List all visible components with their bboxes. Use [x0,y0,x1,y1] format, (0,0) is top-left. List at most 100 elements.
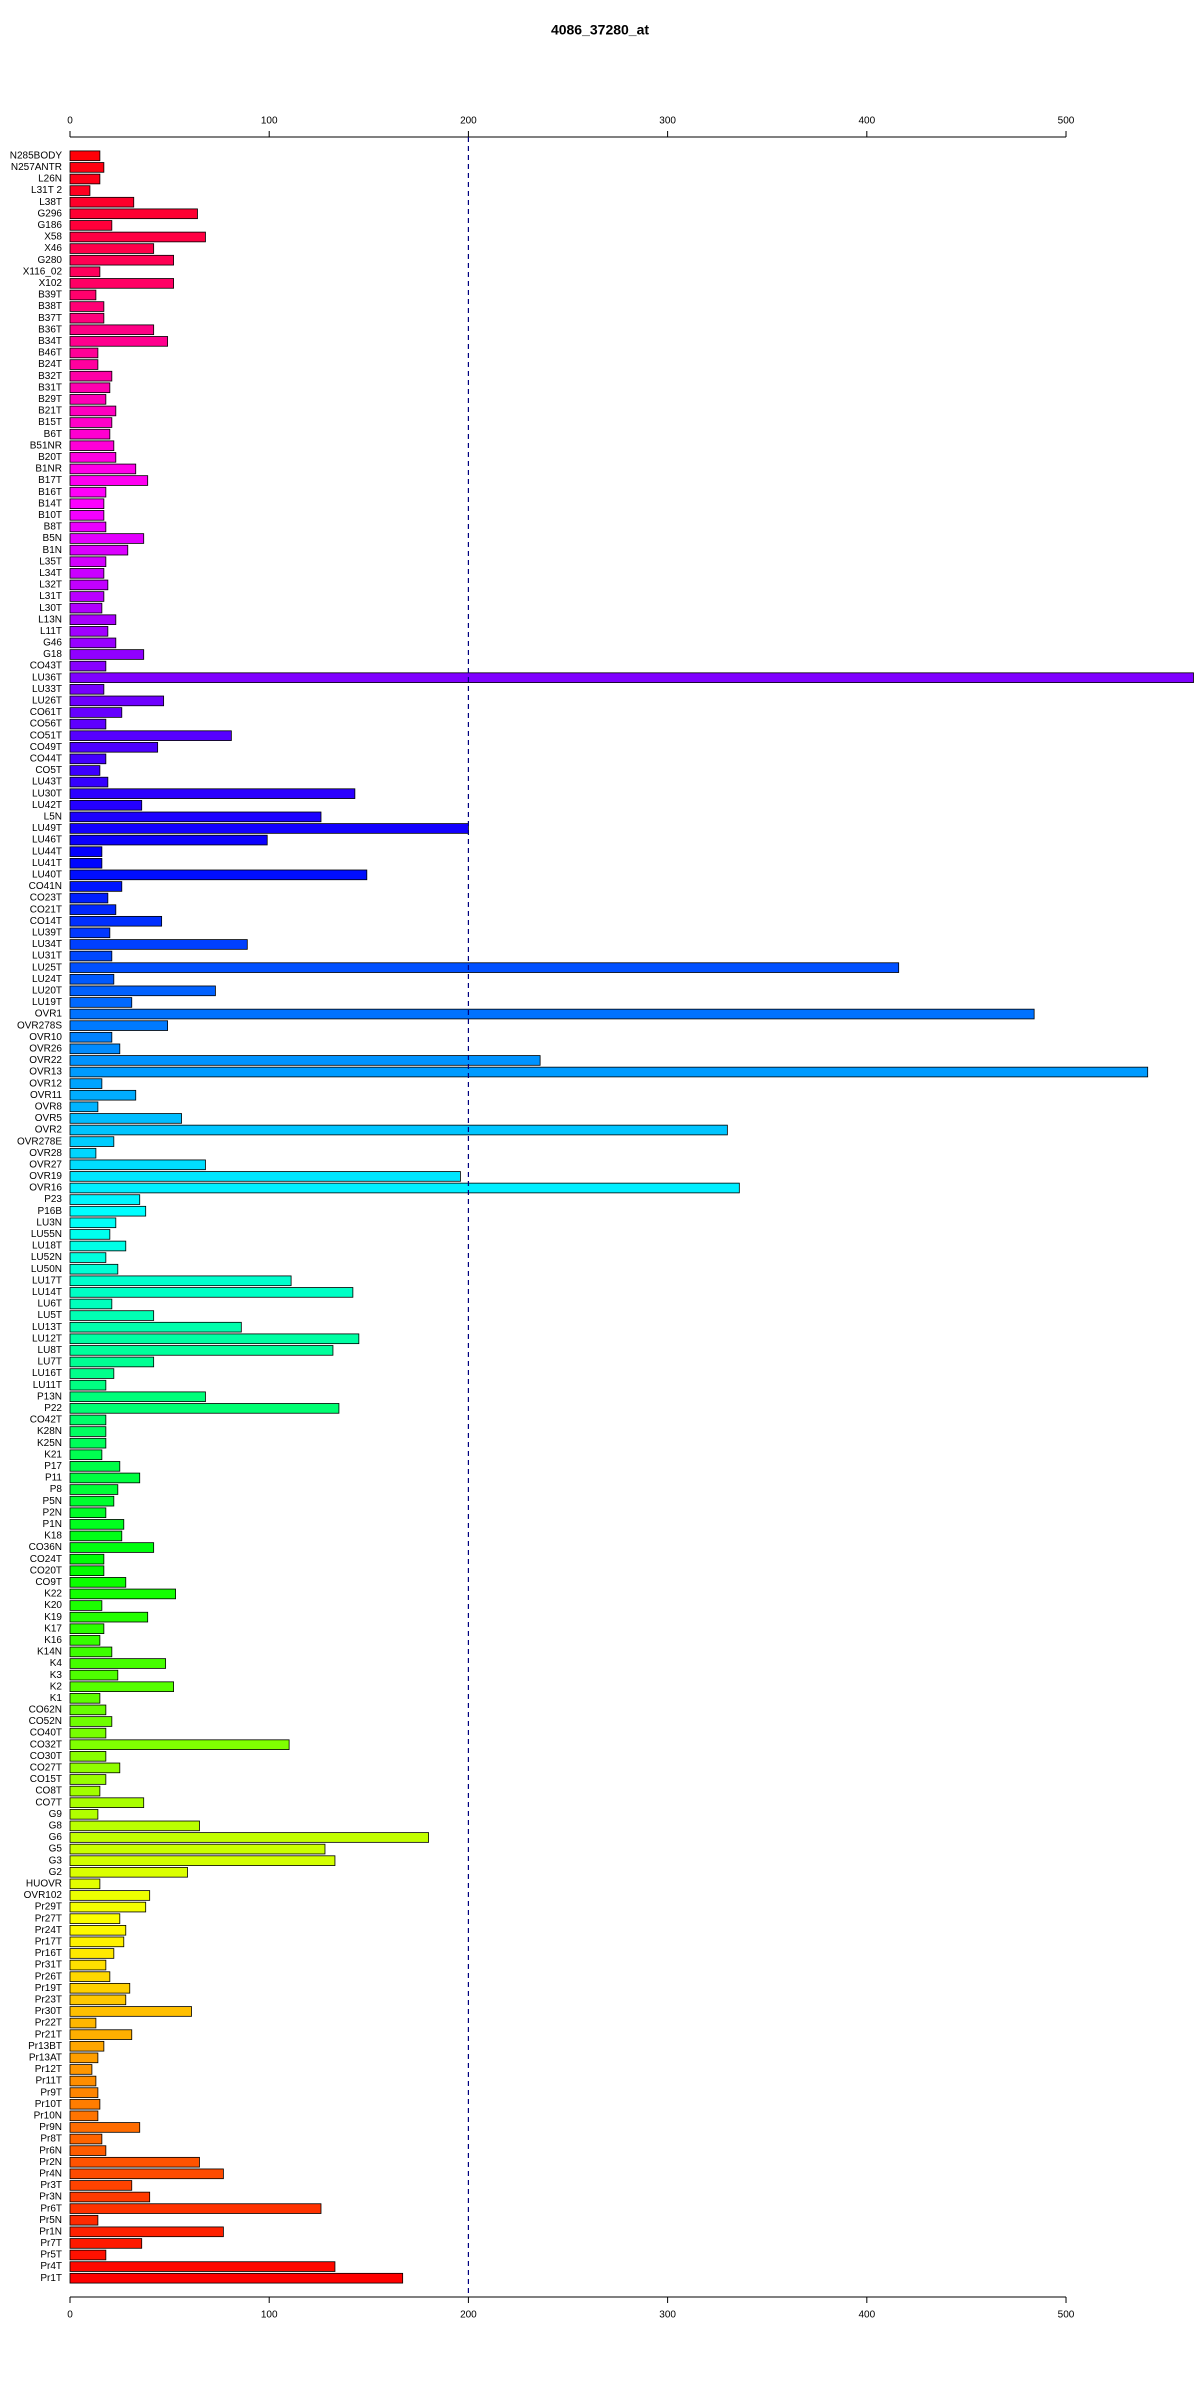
bar [69,602,103,614]
x-tick-label: 100 [261,2310,278,2321]
bar [69,1124,728,1136]
y-tick-label: K14N [37,1647,62,1658]
bar [69,1611,149,1623]
y-tick-label: Pr31T [35,1960,62,1971]
bar [69,823,469,834]
y-tick-label: B32T [38,371,62,382]
y-tick-label: LU26T [32,696,62,707]
y-tick-label: L26N [38,174,62,185]
y-tick-label: LU16T [32,1368,62,1379]
y-tick-label: B46T [38,348,62,359]
bar [69,1867,188,1878]
bar [69,892,109,904]
y-tick-label: B21T [38,406,62,417]
bar [69,1832,429,1843]
y-tick-label: HUOVR [26,1879,62,1890]
y-tick-label: Pr5N [39,2215,62,2226]
bar [69,2006,192,2017]
bar [69,1205,147,1217]
y-tick-label: B51NR [30,440,62,451]
y-tick-label: OVR13 [29,1067,62,1078]
y-tick-label: LU34T [32,939,62,950]
bar [69,510,105,521]
y-tick-label: G6 [49,1832,63,1843]
bar [69,1008,1035,1020]
y-tick-label: Pr16T [35,1948,62,1959]
y-tick-label: OVR28 [29,1148,62,1159]
bar [69,800,143,811]
bar [69,1669,119,1681]
y-tick-label: LU12T [32,1333,62,1344]
y-tick-label: LU17T [32,1275,62,1286]
x-tick-label: 500 [1058,116,1075,127]
bar [69,1994,127,2006]
bar [69,614,117,625]
y-tick-label: OVR1 [35,1009,63,1020]
y-tick-label: Pr10N [34,2110,62,2121]
bar [69,811,322,823]
y-tick-label: B39T [38,290,62,301]
y-tick-label: K25N [37,1438,62,1449]
bar [69,2180,133,2191]
bar [69,637,117,649]
y-tick-label: OVR27 [29,1159,62,1170]
y-tick-label: G8 [49,1821,63,1832]
bar [69,243,155,254]
y-tick-label: B8T [44,522,62,533]
bar [69,382,111,394]
y-tick-label: B37T [38,313,62,324]
y-tick-label: Pr19T [35,1983,62,1994]
bar [69,370,113,382]
bar [69,428,111,440]
bar [69,1565,105,1577]
y-tick-label: L11T [40,626,62,637]
bar [69,1878,101,1890]
y-tick-label: L5N [44,812,62,823]
bar [69,1089,137,1101]
y-tick-label: Pr9T [40,2087,62,2098]
y-tick-label: B5N [43,533,62,544]
y-tick-label: G2 [49,1867,63,1878]
y-tick-label: B29T [38,394,62,405]
y-tick-label: OVR5 [35,1113,63,1124]
y-tick-label: LU7T [38,1357,62,1368]
y-tick-label: CO20T [30,1565,62,1576]
bar [69,2214,99,2226]
bar [69,1797,145,1808]
bar [69,1449,103,1461]
bar [69,742,159,753]
y-tick-label: LU11T [33,1380,62,1391]
bar [69,347,99,359]
y-tick-label: G3 [49,1855,63,1866]
y-tick-label: Pr7T [40,2238,62,2249]
bar [69,776,109,788]
bar [69,1217,117,1229]
bar [69,196,135,208]
bar [69,950,113,962]
bar [69,301,105,312]
y-tick-label: LU6T [38,1299,62,1310]
y-tick-label: OVR10 [29,1032,62,1043]
bar [69,2040,105,2052]
y-tick-label: CO36N [29,1542,62,1553]
bar [69,2064,93,2075]
y-tick-label: CO40T [30,1728,62,1739]
y-tick-label: LU20T [32,985,62,996]
y-tick-label: CO5T [35,765,62,776]
bar [69,1298,113,1310]
y-tick-label: B15T [38,417,62,428]
y-tick-label: Pr11T [36,2076,63,2087]
bar [69,1356,155,1368]
y-tick-label: LU40T [32,870,62,881]
bar [69,1461,121,1472]
bar [69,1519,125,1530]
bar [69,881,123,892]
bar [69,568,105,579]
y-tick-label: CO8T [35,1786,62,1797]
bar [69,1693,101,1704]
y-tick-label: CO7T [35,1797,62,1808]
y-tick-label: P17 [44,1461,62,1472]
y-tick-label: LU50N [31,1264,62,1275]
y-tick-label: LU36T [32,672,62,683]
